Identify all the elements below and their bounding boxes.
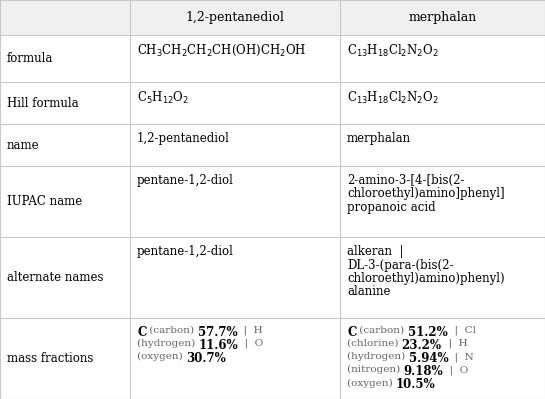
Text: |  Cl: | Cl (447, 326, 475, 335)
Text: alanine: alanine (347, 285, 391, 298)
Text: 2-amino-3-[4-[bis(2-: 2-amino-3-[4-[bis(2- (347, 174, 464, 187)
Text: (chlorine): (chlorine) (347, 339, 402, 348)
Text: (hydrogen): (hydrogen) (347, 352, 409, 361)
Text: merphalan: merphalan (408, 11, 477, 24)
Text: 51.2%: 51.2% (408, 326, 447, 339)
Text: 1,2-pentanediol: 1,2-pentanediol (137, 132, 230, 145)
Text: (carbon): (carbon) (147, 326, 198, 335)
Text: (carbon): (carbon) (356, 326, 408, 335)
Text: C$_5$H$_{12}$O$_2$: C$_5$H$_{12}$O$_2$ (137, 90, 189, 106)
Text: chloroethyl)amino)phenyl): chloroethyl)amino)phenyl) (347, 272, 505, 285)
Text: C: C (137, 326, 147, 339)
Text: alkeran  |: alkeran | (347, 245, 403, 259)
Text: mass fractions: mass fractions (7, 352, 93, 365)
Text: C$_{13}$H$_{18}$Cl$_2$N$_2$O$_2$: C$_{13}$H$_{18}$Cl$_2$N$_2$O$_2$ (347, 90, 439, 106)
Text: |  N: | N (448, 352, 474, 361)
Text: merphalan: merphalan (347, 132, 411, 145)
Text: 30.7%: 30.7% (186, 352, 226, 365)
Text: (hydrogen): (hydrogen) (137, 339, 198, 348)
Text: alternate names: alternate names (7, 271, 104, 284)
Text: |  O: | O (443, 365, 468, 375)
Text: 5.94%: 5.94% (409, 352, 448, 365)
Text: 23.2%: 23.2% (402, 339, 442, 352)
Bar (0, 0, 545, 35)
Text: 1,2-pentanediol: 1,2-pentanediol (185, 11, 284, 24)
Text: C: C (347, 326, 356, 339)
Text: (oxygen): (oxygen) (347, 378, 396, 387)
Text: Hill formula: Hill formula (7, 97, 78, 110)
Text: 10.5%: 10.5% (396, 378, 435, 391)
Text: chloroethyl)amino]phenyl]: chloroethyl)amino]phenyl] (347, 188, 505, 200)
Text: C$_{13}$H$_{18}$Cl$_2$N$_2$O$_2$: C$_{13}$H$_{18}$Cl$_2$N$_2$O$_2$ (347, 43, 439, 59)
Text: |  H: | H (442, 339, 468, 348)
Text: |  H: | H (238, 326, 263, 335)
Text: IUPAC name: IUPAC name (7, 195, 82, 208)
Text: 57.7%: 57.7% (198, 326, 238, 339)
Text: formula: formula (7, 52, 53, 65)
Text: name: name (7, 139, 40, 152)
Text: pentane-1,2-diol: pentane-1,2-diol (137, 174, 234, 187)
Text: pentane-1,2-diol: pentane-1,2-diol (137, 245, 234, 259)
Text: 11.6%: 11.6% (198, 339, 238, 352)
Text: DL-3-(para-(bis(2-: DL-3-(para-(bis(2- (347, 259, 453, 272)
Text: CH$_3$CH$_2$CH$_2$CH(OH)CH$_2$OH: CH$_3$CH$_2$CH$_2$CH(OH)CH$_2$OH (137, 43, 306, 58)
Text: propanoic acid: propanoic acid (347, 201, 435, 213)
Text: |  O: | O (238, 339, 263, 348)
Text: (nitrogen): (nitrogen) (347, 365, 403, 374)
Text: (oxygen): (oxygen) (137, 352, 186, 361)
Text: 9.18%: 9.18% (403, 365, 443, 378)
